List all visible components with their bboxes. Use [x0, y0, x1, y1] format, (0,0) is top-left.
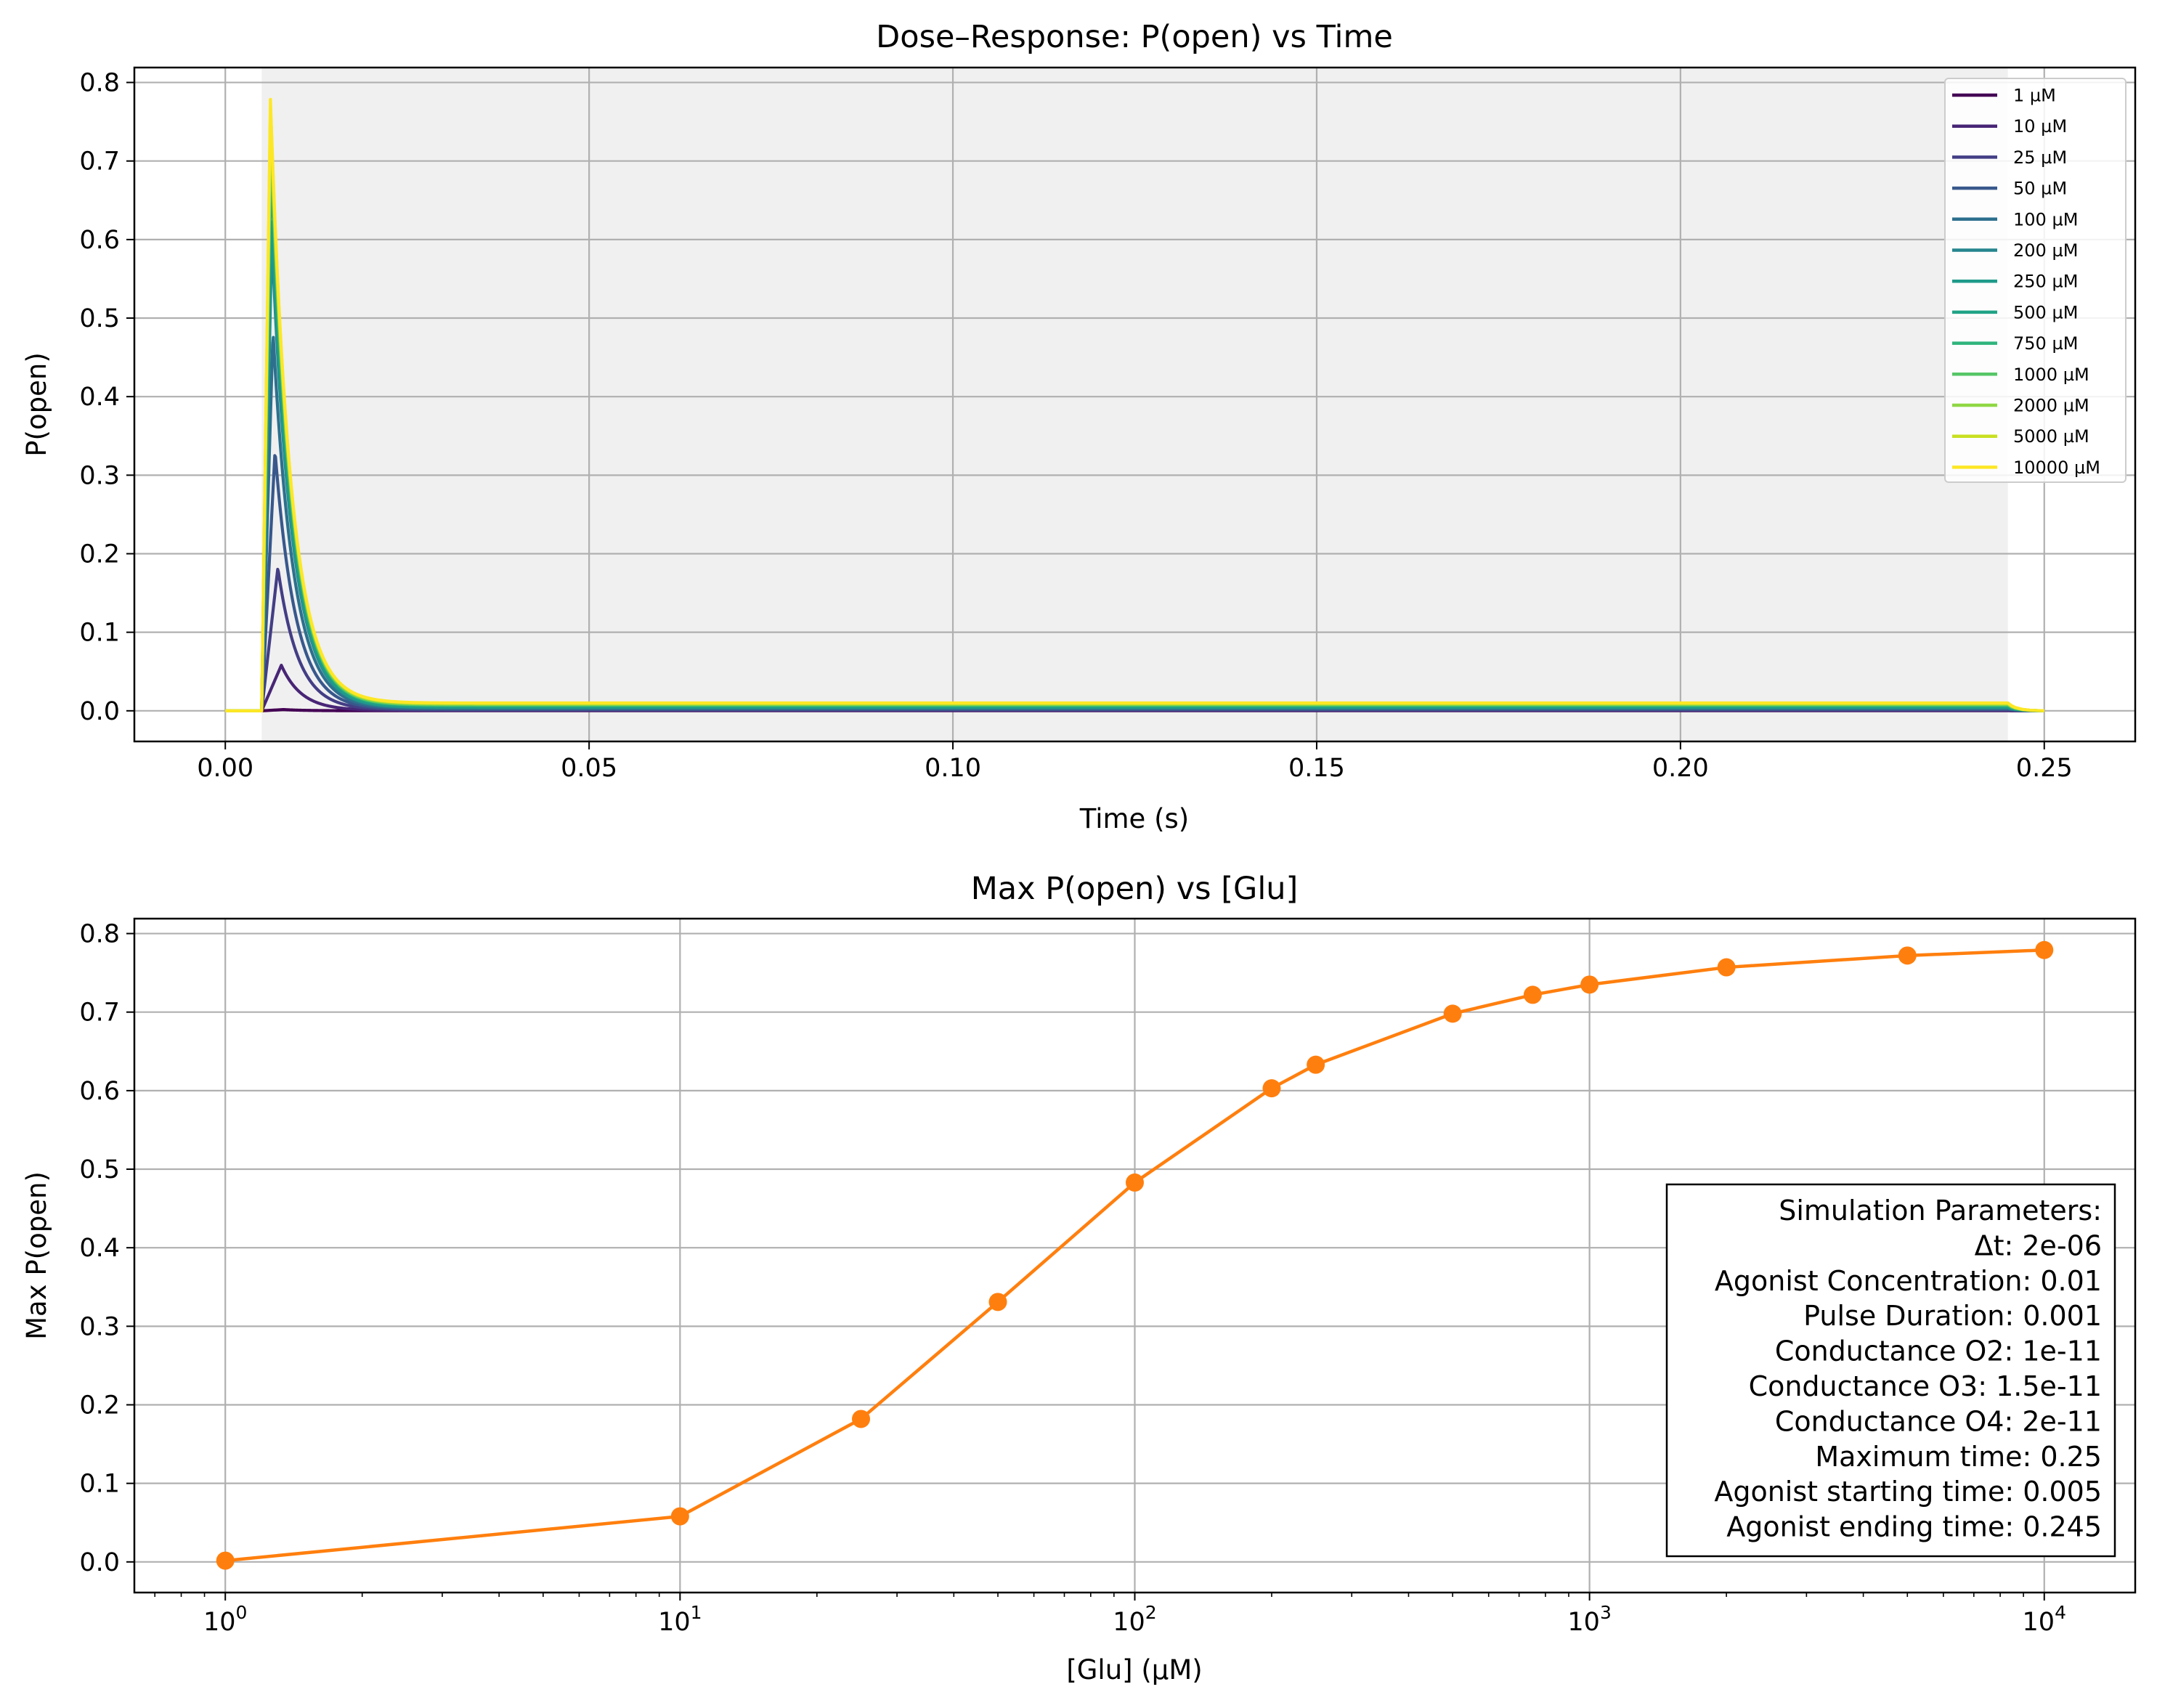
parameter-line: Conductance O2: 1e-11 — [1775, 1335, 2102, 1367]
parameter-line: Conductance O3: 1.5e-11 — [1749, 1370, 2102, 1402]
y-tick-label: 0.6 — [79, 1077, 120, 1106]
y-tick-label: 0.2 — [79, 1391, 120, 1420]
y-tick-label: 0.5 — [79, 1155, 120, 1184]
time-course-x-ticks: 0.00 0.05 0.10 0.15 0.20 0.25 — [197, 741, 2073, 783]
legend-entry: 500 µM — [2013, 302, 2078, 322]
y-tick-label: 0.1 — [79, 619, 120, 648]
series-line — [225, 97, 2044, 712]
x-tick-label: 0.20 — [1652, 754, 1709, 783]
legend-entry: 250 µM — [2013, 272, 2078, 292]
y-tick-label: 0.1 — [79, 1470, 120, 1499]
y-tick-label: 0.7 — [79, 999, 120, 1028]
data-point — [1307, 1055, 1325, 1074]
simulation-parameters-box: Simulation Parameters:Δt: 2e-06 Agonist C… — [1665, 1183, 2116, 1558]
time-course-x-label: Time (s) — [1079, 803, 1189, 834]
max-popen-y-label: Max P(open) — [21, 1171, 52, 1340]
parameter-line: Conductance O4: 2e-11 — [1775, 1405, 2102, 1437]
y-tick-label: 0.7 — [79, 147, 120, 176]
data-point — [216, 1551, 235, 1570]
data-point — [1717, 958, 1736, 977]
time-course-chart: 0.00 0.05 0.10 0.15 0.20 0.25 0.0 0.1 0.2 0.3 0.4… — [21, 19, 2137, 834]
data-point — [670, 1507, 689, 1526]
parameter-line: Agonist starting time: 0.005 — [1714, 1476, 2102, 1508]
y-tick-label: 0.8 — [79, 69, 120, 98]
y-tick-label: 0.2 — [79, 540, 120, 569]
data-point — [1580, 975, 1599, 994]
parameter-line: Agonist Concentration: 0.01 — [1715, 1265, 2102, 1297]
legend-entry: 5000 µM — [2013, 426, 2089, 447]
y-tick-label: 0.4 — [79, 1234, 120, 1263]
legend-frame — [1944, 78, 2126, 483]
legend-entry: 25 µM — [2013, 147, 2067, 168]
legend-entry: 200 µM — [2013, 240, 2078, 261]
agonist-shaded-region — [261, 68, 2008, 741]
y-tick-label: 0.3 — [79, 1312, 120, 1341]
x-tick-label: 0.25 — [2016, 754, 2073, 783]
max-popen-chart: 100 101 102 103 104 0.0 0.1 0.2 0.3 0.4 0.5 0.6 0.7… — [21, 871, 2137, 1685]
x-tick-label: 102 — [1113, 1602, 1156, 1637]
data-point — [2035, 940, 2054, 959]
time-course-title: Dose–Response: P(open) vs Time — [876, 19, 1393, 55]
x-tick-label: 101 — [658, 1602, 702, 1637]
legend-entry: 10 µM — [2013, 116, 2067, 137]
x-tick-label: 100 — [203, 1602, 247, 1637]
time-course-axes-frame — [133, 66, 2137, 743]
parameter-line: Δt: 2e-06 — [1975, 1229, 2102, 1261]
max-popen-series — [216, 940, 2054, 1570]
time-course-y-ticks: 0.0 0.1 0.2 0.3 0.4 0.5 0.6 0.7 0.8 — [79, 69, 134, 726]
time-course-series-lines — [225, 97, 2044, 712]
x-tick-label: 0.10 — [925, 754, 981, 783]
y-tick-label: 0.3 — [79, 461, 120, 490]
legend-entry: 1000 µM — [2013, 365, 2089, 385]
time-course-legend: 1 µM 10 µM 25 µM 50 µM 100 µM 200 µM 250 µM 500… — [1944, 78, 2126, 483]
y-tick-label: 0.5 — [79, 304, 120, 333]
max-popen-x-label: [Glu] (µM) — [1066, 1654, 1202, 1685]
data-point — [1898, 946, 1917, 965]
data-point — [1443, 1004, 1462, 1023]
time-course-y-label: P(open) — [21, 352, 52, 457]
max-popen-y-ticks: 0.0 0.1 0.2 0.3 0.4 0.5 0.6 0.7 0.8 — [79, 920, 134, 1577]
parameter-line: Agonist ending time: 0.245 — [1726, 1511, 2102, 1543]
legend-entry: 50 µM — [2013, 179, 2067, 199]
legend-entry: 1 µM — [2013, 86, 2056, 106]
data-point — [988, 1293, 1007, 1312]
legend-entry: 750 µM — [2013, 333, 2078, 354]
x-tick-label: 0.05 — [561, 754, 617, 783]
y-tick-label: 0.6 — [79, 226, 120, 255]
max-popen-title: Max P(open) vs [Glu] — [971, 871, 1299, 907]
parameter-line: Simulation Parameters: — [1779, 1195, 2102, 1227]
parameters-frame — [1665, 1183, 2116, 1558]
x-tick-label: 0.00 — [197, 754, 253, 783]
x-tick-label: 0.15 — [1288, 754, 1345, 783]
y-tick-label: 0.4 — [79, 383, 120, 412]
parameter-line: Maximum time: 0.25 — [1815, 1441, 2102, 1473]
max-popen-x-ticks: 100 101 102 103 104 — [154, 1593, 2066, 1637]
parameter-line: Pulse Duration: 0.001 — [1803, 1300, 2102, 1332]
legend-entry: 100 µM — [2013, 209, 2078, 229]
legend-entry: 10000 µM — [2013, 458, 2100, 478]
data-point — [1125, 1173, 1144, 1192]
data-point — [1262, 1079, 1281, 1098]
data-point — [852, 1410, 871, 1428]
legend-entry: 2000 µM — [2013, 396, 2089, 416]
data-point — [1523, 985, 1542, 1004]
x-tick-label: 103 — [1567, 1602, 1611, 1637]
y-tick-label: 0.0 — [79, 1548, 120, 1577]
y-tick-label: 0.0 — [79, 697, 120, 726]
y-tick-label: 0.8 — [79, 920, 120, 949]
x-tick-label: 104 — [2023, 1602, 2066, 1637]
